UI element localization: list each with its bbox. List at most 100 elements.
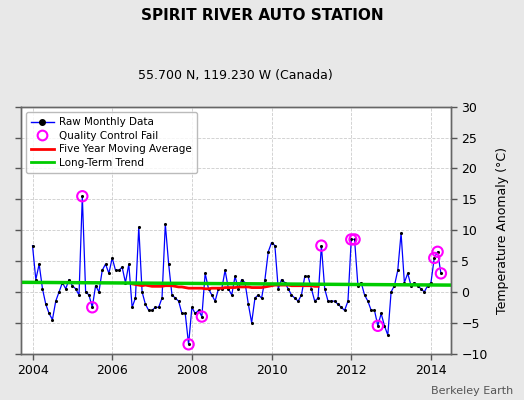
Point: [48, 316, 57, 323]
Point: [347, 236, 355, 243]
Point: [361, 292, 369, 298]
Point: [95, 289, 103, 295]
Point: [351, 236, 359, 243]
Point: [55, 289, 63, 295]
Point: [65, 276, 73, 283]
Point: [436, 270, 445, 276]
Point: [155, 304, 163, 310]
Point: [168, 292, 176, 298]
Point: [314, 295, 322, 301]
Point: [267, 239, 276, 246]
Point: [331, 298, 339, 304]
Point: [327, 298, 335, 304]
Point: [321, 286, 329, 292]
Point: [423, 282, 432, 289]
Point: [387, 289, 395, 295]
Point: [291, 295, 299, 301]
Point: [410, 280, 419, 286]
Point: [251, 295, 259, 301]
Text: SPIRIT RIVER AUTO STATION: SPIRIT RIVER AUTO STATION: [140, 8, 384, 23]
Point: [420, 289, 429, 295]
Point: [241, 280, 249, 286]
Point: [161, 221, 169, 227]
Point: [81, 289, 90, 295]
Point: [71, 286, 80, 292]
Point: [433, 248, 442, 255]
Point: [436, 270, 445, 276]
Point: [78, 193, 86, 200]
Point: [141, 301, 149, 308]
Point: [430, 255, 439, 261]
Point: [158, 295, 166, 301]
Point: [351, 236, 359, 243]
Point: [51, 298, 60, 304]
Point: [61, 286, 70, 292]
Point: [264, 248, 272, 255]
Point: [111, 267, 119, 274]
Point: [294, 298, 302, 304]
Point: [91, 282, 100, 289]
Point: [374, 323, 382, 329]
Point: [287, 292, 296, 298]
Text: Berkeley Earth: Berkeley Earth: [431, 386, 514, 396]
Point: [417, 286, 425, 292]
Point: [394, 267, 402, 274]
Point: [397, 230, 405, 236]
Point: [311, 298, 319, 304]
Point: [341, 307, 349, 314]
Point: [128, 304, 136, 310]
Point: [380, 323, 389, 329]
Point: [184, 341, 193, 348]
Point: [188, 304, 196, 310]
Title: 55.700 N, 119.230 W (Canada): 55.700 N, 119.230 W (Canada): [138, 69, 333, 82]
Point: [344, 298, 352, 304]
Point: [145, 307, 153, 314]
Point: [334, 301, 342, 308]
Point: [403, 270, 412, 276]
Point: [277, 276, 286, 283]
Point: [31, 276, 40, 283]
Point: [165, 261, 173, 267]
Point: [374, 323, 382, 329]
Point: [108, 255, 116, 261]
Point: [184, 341, 193, 348]
Point: [174, 298, 183, 304]
Point: [201, 270, 210, 276]
Point: [407, 282, 415, 289]
Point: [191, 310, 200, 317]
Point: [337, 304, 345, 310]
Point: [231, 273, 239, 280]
Point: [284, 286, 292, 292]
Point: [301, 273, 309, 280]
Point: [254, 292, 263, 298]
Point: [247, 320, 256, 326]
Point: [384, 332, 392, 338]
Point: [194, 307, 203, 314]
Point: [317, 242, 325, 249]
Point: [347, 236, 355, 243]
Point: [390, 282, 399, 289]
Point: [224, 286, 233, 292]
Point: [115, 267, 123, 274]
Point: [271, 242, 279, 249]
Point: [148, 307, 156, 314]
Y-axis label: Temperature Anomaly (°C): Temperature Anomaly (°C): [496, 147, 509, 314]
Point: [181, 310, 189, 317]
Point: [304, 273, 312, 280]
Point: [430, 255, 439, 261]
Legend: Raw Monthly Data, Quality Control Fail, Five Year Moving Average, Long-Term Tren: Raw Monthly Data, Quality Control Fail, …: [26, 112, 197, 173]
Point: [364, 298, 372, 304]
Point: [98, 267, 106, 274]
Point: [204, 286, 213, 292]
Point: [297, 292, 305, 298]
Point: [217, 286, 226, 292]
Point: [178, 310, 186, 317]
Point: [41, 301, 50, 308]
Point: [377, 310, 385, 317]
Point: [171, 295, 179, 301]
Point: [367, 307, 375, 314]
Point: [427, 280, 435, 286]
Point: [244, 301, 253, 308]
Point: [317, 242, 325, 249]
Point: [38, 286, 47, 292]
